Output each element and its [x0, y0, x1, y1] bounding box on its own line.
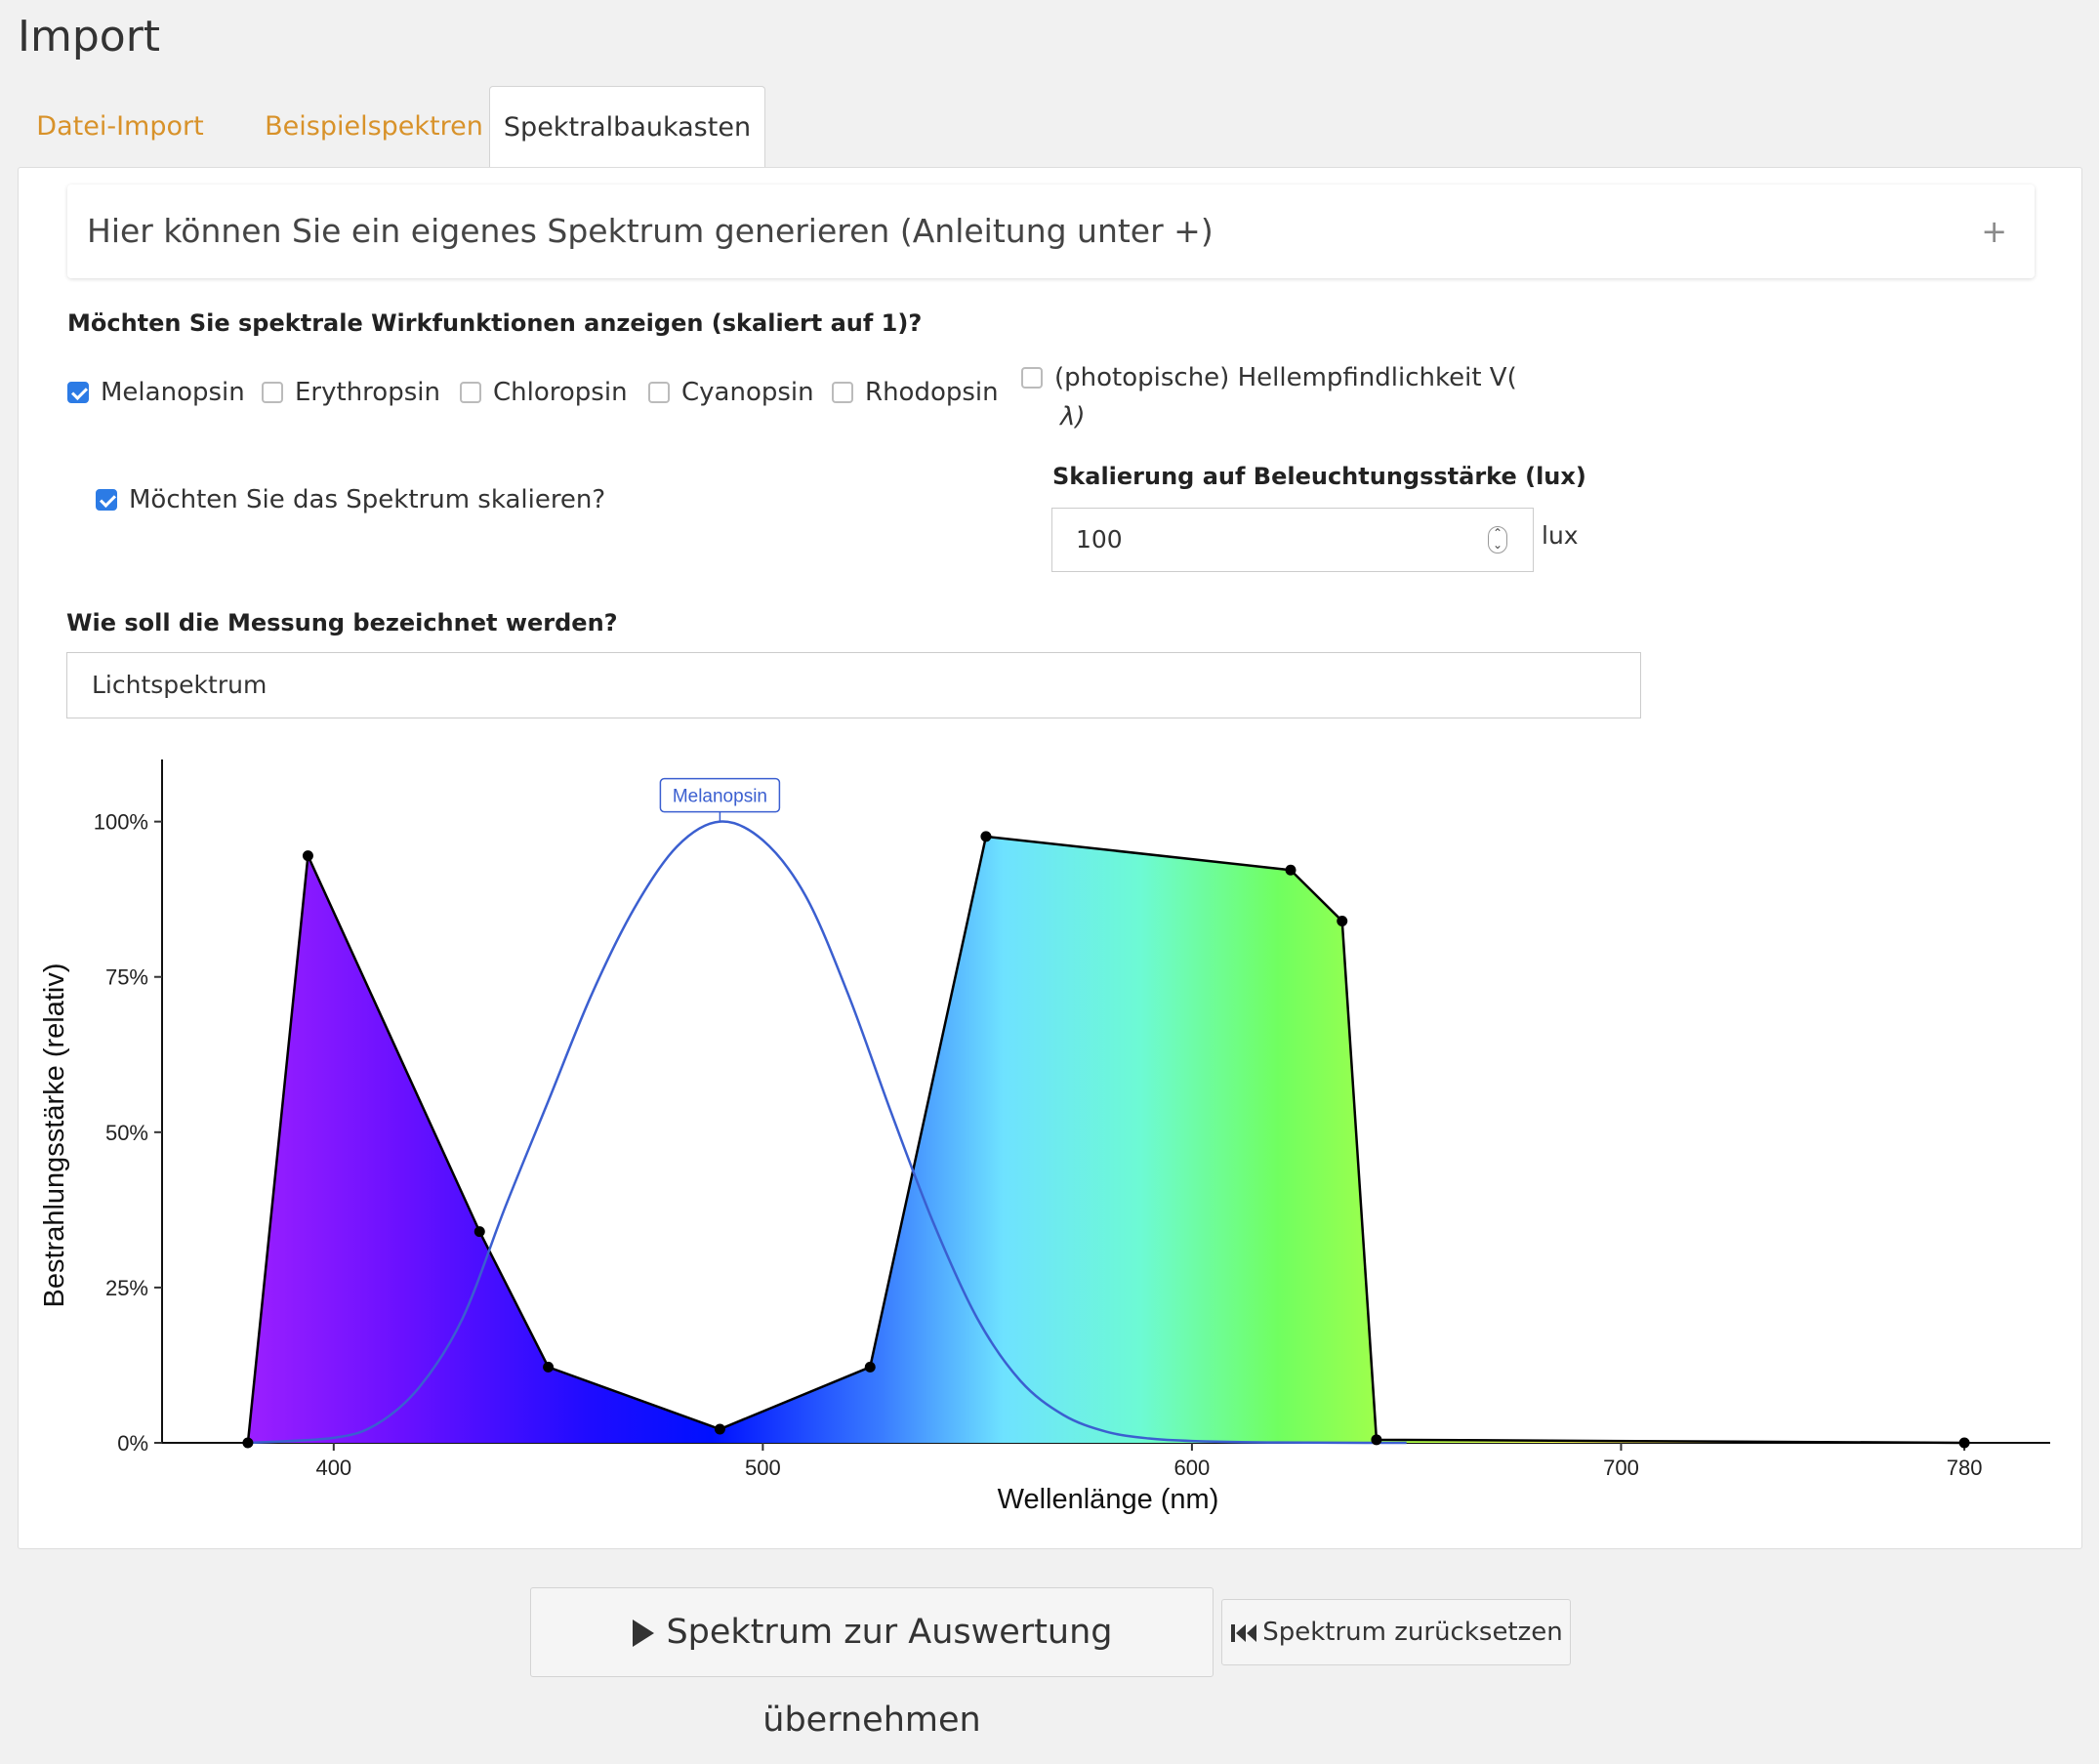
option-hellempfindlichkeit[interactable]: (photopische) Hellempfindlichkeit V( λ)	[1021, 357, 1517, 436]
wirkfunktionen-question: Möchten Sie spektrale Wirkfunktionen anz…	[67, 309, 923, 337]
option-label: Cyanopsin	[681, 377, 814, 407]
x-tick-label: 600	[1174, 1456, 1211, 1480]
option-cyanopsin[interactable]: Cyanopsin	[648, 377, 814, 407]
spectrum-point	[543, 1361, 555, 1373]
y-tick-label: 75%	[105, 965, 148, 990]
reset-label: Spektrum zurücksetzen	[1262, 1618, 1563, 1647]
instructions-collapse[interactable]: Hier können Sie ein eigenes Spektrum gen…	[67, 185, 2035, 278]
spectrum-point	[1371, 1434, 1382, 1446]
option-melanopsin[interactable]: Melanopsin	[67, 377, 245, 407]
measurement-label: Wie soll die Messung bezeichnet werden?	[66, 609, 618, 636]
melanopsin-checkbox[interactable]	[67, 381, 89, 403]
chart-areas	[246, 835, 1965, 1445]
reset-spectrum-button[interactable]: Spektrum zurücksetzen	[1221, 1599, 1571, 1665]
instructions-title: Hier können Sie ein eigenes Spektrum gen…	[87, 212, 1214, 250]
y-tick-label: 0%	[117, 1431, 148, 1456]
chloropsin-checkbox[interactable]	[460, 381, 481, 403]
spectrum-chart: 400 500 600 700 780 0% 25% 50% 75% 100% Melanopsi…	[18, 742, 2080, 1523]
x-tick-label: 780	[1947, 1456, 1983, 1480]
spectrum-area	[247, 836, 1965, 1443]
page-title: Import	[18, 12, 161, 62]
cyanopsin-checkbox[interactable]	[648, 381, 670, 403]
x-tick-label: 400	[315, 1456, 351, 1480]
option-label: Erythropsin	[295, 377, 440, 407]
lux-unit: lux	[1542, 521, 1579, 550]
chart-marks: Melanopsin	[242, 777, 1970, 1449]
lux-value: 100	[1076, 525, 1123, 554]
stepper-icon[interactable]: ⌃ ⌄	[1488, 526, 1507, 554]
scale-toggle[interactable]: Möchten Sie das Spektrum skalieren?	[96, 484, 605, 514]
option-label: Chloropsin	[493, 377, 628, 407]
option-label-line2: λ)	[1060, 401, 1086, 431]
spectrum-point	[864, 1361, 876, 1373]
spectrum-point	[1285, 864, 1296, 876]
y-tick-label: 50%	[105, 1121, 148, 1145]
spectrum-point	[302, 850, 313, 862]
option-label: Melanopsin	[101, 377, 245, 407]
spectrum-point	[980, 831, 992, 842]
scale-checkbox[interactable]	[96, 488, 117, 511]
scale-checkbox-label: Möchten Sie das Spektrum skalieren?	[129, 484, 606, 514]
x-tick-label: 700	[1603, 1456, 1639, 1480]
option-erythropsin[interactable]: Erythropsin	[262, 377, 440, 407]
option-rhodopsin[interactable]: Rhodopsin	[832, 377, 999, 407]
y-tick-label: 100%	[94, 810, 148, 835]
option-label: (photopische) Hellempfindlichkeit V(	[1054, 362, 1517, 392]
y-axis-label: Bestrahlungsstärke (relativ)	[39, 964, 70, 1308]
y-tick-label: 25%	[105, 1276, 148, 1300]
melanopsin-label-box	[659, 777, 781, 813]
play-icon	[633, 1620, 655, 1647]
rhodopsin-checkbox[interactable]	[832, 381, 853, 403]
tab-datei-import[interactable]: Datei-Import	[36, 111, 204, 142]
lux-input[interactable]: 100 ⌃ ⌄	[1051, 508, 1534, 572]
skip-back-icon	[1231, 1623, 1257, 1642]
melanopsin-label: Melanopsin	[673, 787, 767, 807]
measurement-name-input[interactable]: Lichtspektrum	[66, 652, 1641, 718]
tab-bar: Datei-Import Beispielspektren Spektralba…	[18, 86, 2081, 170]
apply-spectrum-button[interactable]: Spektrum zur Auswertung übernehmen	[530, 1587, 1214, 1740]
erythropsin-checkbox[interactable]	[262, 381, 283, 403]
tab-beispielspektren[interactable]: Beispielspektren	[265, 111, 483, 142]
spectrum-chart-svg: 400 500 600 700 780 0% 25% 50% 75% 100% Melanopsi…	[39, 759, 2050, 1515]
x-axis-label: Wellenlänge (nm)	[998, 1484, 1219, 1515]
spectrum-point	[473, 1226, 485, 1238]
plus-icon[interactable]: +	[1981, 213, 2007, 250]
x-tick-label: 500	[745, 1456, 781, 1480]
hellempfindlichkeit-checkbox[interactable]	[1021, 366, 1043, 389]
spectrum-point	[1337, 915, 1348, 926]
melanopsin-curve	[247, 820, 1407, 1445]
apply-label: Spektrum zur Auswertung übernehmen	[666, 1613, 1113, 1740]
option-label: Rhodopsin	[865, 377, 999, 407]
spectrum-point	[242, 1437, 254, 1449]
tab-spektralbaukasten[interactable]: Spektralbaukasten	[489, 86, 765, 170]
option-chloropsin[interactable]: Chloropsin	[460, 377, 628, 407]
spectrum-point	[1958, 1437, 1970, 1449]
lux-field-label: Skalierung auf Beleuchtungsstärke (lux)	[1052, 463, 1586, 490]
spectrum-point	[714, 1423, 725, 1435]
